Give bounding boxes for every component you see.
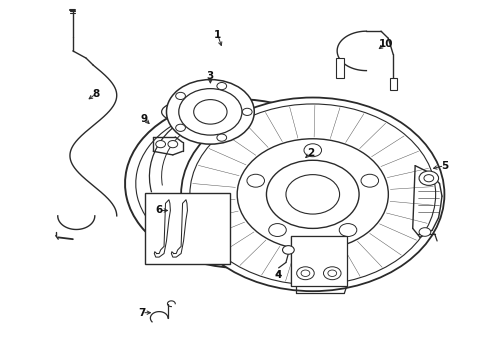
Circle shape (181, 98, 444, 291)
Circle shape (296, 267, 314, 280)
Circle shape (282, 246, 294, 254)
Bar (144, 193, 229, 264)
Circle shape (193, 100, 226, 124)
Circle shape (285, 175, 339, 214)
Circle shape (175, 93, 185, 99)
Circle shape (418, 228, 430, 236)
Text: 4: 4 (274, 270, 282, 280)
Circle shape (323, 267, 340, 280)
Bar (290, 235, 346, 286)
Text: 8: 8 (92, 89, 99, 99)
Circle shape (304, 144, 321, 157)
Circle shape (327, 270, 336, 276)
Circle shape (156, 140, 165, 148)
Bar (389, 78, 396, 90)
Circle shape (266, 160, 358, 228)
Circle shape (175, 124, 185, 131)
Circle shape (418, 171, 438, 185)
Circle shape (242, 108, 252, 116)
Circle shape (217, 82, 226, 90)
Circle shape (339, 224, 356, 237)
Bar (335, 58, 344, 78)
Text: 9: 9 (141, 114, 148, 124)
Text: 10: 10 (378, 39, 392, 49)
Text: 2: 2 (306, 148, 313, 158)
Text: 5: 5 (440, 161, 447, 171)
Circle shape (301, 270, 309, 276)
Circle shape (189, 104, 435, 285)
Circle shape (179, 89, 242, 135)
Circle shape (246, 174, 264, 187)
Circle shape (237, 139, 387, 250)
Text: 3: 3 (206, 71, 214, 81)
Text: 1: 1 (214, 30, 221, 40)
Circle shape (268, 224, 285, 237)
Circle shape (217, 134, 226, 141)
Text: 6: 6 (155, 206, 163, 216)
Circle shape (167, 140, 177, 148)
Circle shape (360, 174, 378, 187)
Circle shape (166, 80, 254, 144)
Text: 7: 7 (138, 308, 145, 318)
Circle shape (423, 175, 433, 182)
